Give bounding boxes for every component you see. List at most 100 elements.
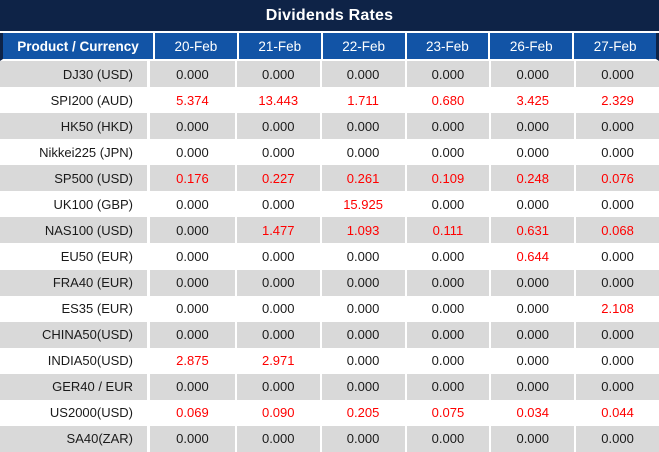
dividend-value: 0.000 bbox=[319, 61, 405, 88]
table-row: GER40 / EUR 0.000 0.000 0.000 0.000 0.000 0.00… bbox=[0, 373, 659, 400]
dividend-value: 15.925 bbox=[319, 191, 405, 218]
dividend-value: 2.875 bbox=[176, 353, 209, 369]
product-label: US2000(USD) bbox=[0, 399, 150, 426]
dividend-value: 0.000 bbox=[234, 61, 320, 88]
product-label: NAS100 (USD) bbox=[0, 217, 150, 244]
dividend-value: 0.000 bbox=[234, 139, 320, 166]
column-header-date-4: 23-Feb bbox=[404, 33, 489, 59]
dividend-value: 0.227 bbox=[234, 165, 320, 192]
dividend-value: 0.000 bbox=[574, 373, 659, 400]
dividend-value: 0.644 bbox=[489, 243, 574, 270]
table-row: EU50 (EUR) 0.000 0.000 0.000 0.000 0.644 0.000 bbox=[0, 243, 659, 270]
dividend-value: 0.000 bbox=[319, 243, 405, 270]
dividend-value: 0.000 bbox=[404, 373, 490, 400]
dividend-value: 0.000 bbox=[574, 425, 659, 452]
column-header-date-3: 22-Feb bbox=[320, 33, 405, 59]
product-label: ES35 (EUR) bbox=[0, 295, 150, 322]
table-header-row: Product / Currency 20-Feb 21-Feb 22-Feb … bbox=[0, 33, 659, 61]
table-row: SP500 (USD) 0.176 0.227 0.261 0.109 0.248 0.07… bbox=[0, 165, 659, 192]
dividend-value: 0.000 bbox=[234, 269, 320, 296]
dividend-value: 0.000 bbox=[234, 321, 320, 348]
dividend-value: 0.000 bbox=[176, 379, 209, 395]
dividend-value: 0.000 bbox=[176, 301, 209, 317]
dividend-value: 0.000 bbox=[234, 425, 320, 452]
product-label: UK100 (GBP) bbox=[0, 191, 150, 218]
product-label: HK50 (HKD) bbox=[0, 113, 150, 140]
dividend-value: 0.000 bbox=[319, 113, 405, 140]
dividend-value: 3.425 bbox=[489, 87, 574, 114]
dividend-value: 0.248 bbox=[489, 165, 574, 192]
dividend-value: 0.000 bbox=[574, 191, 659, 218]
column-header-date-2: 21-Feb bbox=[236, 33, 321, 59]
dividend-value: 0.000 bbox=[489, 295, 574, 322]
dividend-value: 0.000 bbox=[176, 275, 209, 291]
dividend-value: 0.000 bbox=[489, 61, 574, 88]
product-label: FRA40 (EUR) bbox=[0, 269, 150, 296]
table-row: INDIA50(USD) 2.875 2.971 0.000 0.000 0.000 0.0… bbox=[0, 347, 659, 374]
dividend-value: 0.069 bbox=[176, 405, 209, 421]
dividend-value: 0.000 bbox=[574, 321, 659, 348]
dividend-value: 0.000 bbox=[176, 327, 209, 343]
dividend-value: 0.000 bbox=[319, 269, 405, 296]
column-header-date-6: 27-Feb bbox=[572, 33, 656, 59]
table-row: Nikkei225 (JPN) 0.000 0.000 0.000 0.000 0.000… bbox=[0, 139, 659, 166]
dividend-value: 2.329 bbox=[574, 87, 659, 114]
dividend-value: 0.000 bbox=[176, 196, 209, 212]
table-body: DJ30 (USD) 0.000 0.000 0.000 0.000 0.000 0.000… bbox=[0, 61, 659, 452]
dividend-value: 0.000 bbox=[574, 61, 659, 88]
dividend-value: 0.000 bbox=[574, 269, 659, 296]
dividend-value: 0.090 bbox=[234, 399, 320, 426]
product-label: CHINA50(USD) bbox=[0, 321, 150, 348]
dividend-value: 0.000 bbox=[319, 347, 405, 374]
dividend-value: 0.000 bbox=[404, 191, 490, 218]
dividend-value: 0.000 bbox=[489, 425, 574, 452]
product-label: SA40(ZAR) bbox=[0, 425, 150, 452]
dividend-value: 0.000 bbox=[319, 425, 405, 452]
dividend-value: 0.000 bbox=[489, 269, 574, 296]
dividend-value: 2.971 bbox=[234, 347, 320, 374]
dividend-value: 0.000 bbox=[574, 139, 659, 166]
dividend-value: 5.374 bbox=[176, 92, 209, 108]
dividend-value: 0.205 bbox=[319, 399, 405, 426]
dividend-value: 0.000 bbox=[404, 139, 490, 166]
dividend-value: 0.000 bbox=[234, 191, 320, 218]
dividend-value: 0.000 bbox=[404, 347, 490, 374]
dividend-value: 0.000 bbox=[176, 431, 209, 447]
dividend-value: 0.000 bbox=[176, 222, 209, 238]
dividend-value: 0.000 bbox=[404, 113, 490, 140]
dividend-value: 0.000 bbox=[489, 139, 574, 166]
dividend-value: 0.000 bbox=[176, 144, 209, 160]
dividend-value: 0.000 bbox=[319, 295, 405, 322]
dividend-value: 1.093 bbox=[319, 217, 405, 244]
column-header-date-1: 20-Feb bbox=[153, 33, 237, 59]
dividend-value: 0.076 bbox=[574, 165, 659, 192]
dividend-value: 0.044 bbox=[574, 399, 659, 426]
table-row: ES35 (EUR) 0.000 0.000 0.000 0.000 0.000 2.108 bbox=[0, 295, 659, 322]
dividend-value: 0.000 bbox=[234, 243, 320, 270]
dividend-value: 0.000 bbox=[234, 373, 320, 400]
dividend-value: 0.000 bbox=[489, 191, 574, 218]
divider bbox=[0, 31, 659, 33]
dividend-value: 0.000 bbox=[176, 66, 209, 82]
dividend-value: 0.000 bbox=[234, 295, 320, 322]
dividend-value: 0.000 bbox=[574, 347, 659, 374]
table-row: US2000(USD) 0.069 0.090 0.205 0.075 0.034 0.04… bbox=[0, 399, 659, 426]
product-label: SPI200 (AUD) bbox=[0, 87, 150, 114]
dividend-value: 0.034 bbox=[489, 399, 574, 426]
dividend-value: 0.000 bbox=[574, 113, 659, 140]
table-row: SPI200 (AUD) 5.374 13.443 1.711 0.680 3.425 2.… bbox=[0, 87, 659, 114]
dividend-value: 0.000 bbox=[404, 269, 490, 296]
table-row: CHINA50(USD) 0.000 0.000 0.000 0.000 0.000 0.0… bbox=[0, 321, 659, 348]
product-label: DJ30 (USD) bbox=[0, 61, 150, 88]
product-label: EU50 (EUR) bbox=[0, 243, 150, 270]
dividend-value: 0.000 bbox=[176, 118, 209, 134]
dividend-value: 0.000 bbox=[234, 113, 320, 140]
table-row: HK50 (HKD) 0.000 0.000 0.000 0.000 0.000 0.000 bbox=[0, 113, 659, 140]
dividend-value: 0.680 bbox=[404, 87, 490, 114]
dividend-value: 0.000 bbox=[489, 113, 574, 140]
dividend-value: 0.000 bbox=[404, 295, 490, 322]
dividend-value: 0.631 bbox=[489, 217, 574, 244]
dividend-value: 1.711 bbox=[319, 87, 405, 114]
dividend-value: 0.261 bbox=[319, 165, 405, 192]
